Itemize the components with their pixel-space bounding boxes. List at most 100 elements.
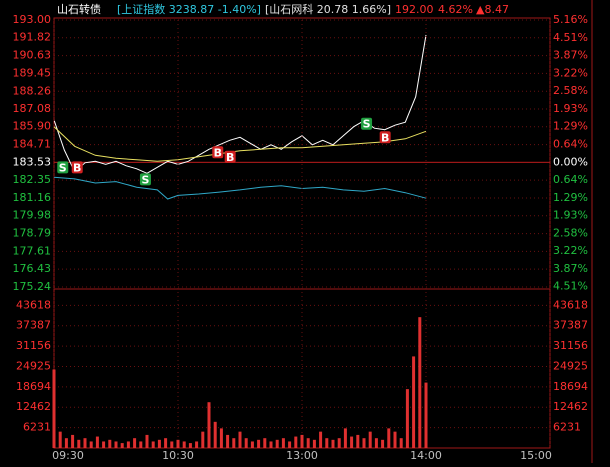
volume-bar bbox=[114, 441, 118, 448]
volume-bar bbox=[325, 438, 329, 448]
frame bbox=[53, 17, 551, 449]
volume-bar bbox=[418, 317, 422, 448]
volume-bar bbox=[201, 431, 205, 448]
y-tick-label: 12462 bbox=[16, 400, 51, 413]
volume-bar bbox=[58, 431, 62, 448]
bond-name: 山石转债 bbox=[57, 2, 101, 16]
y-tick-label: 184.71 bbox=[13, 138, 52, 151]
volume-bar bbox=[151, 441, 155, 448]
volume-bar bbox=[393, 431, 397, 448]
y2-tick-label: 37387 bbox=[553, 319, 588, 332]
y2-tick-label: 5.16% bbox=[553, 13, 588, 26]
volume-bar bbox=[170, 441, 174, 448]
trade-marker bbox=[212, 146, 224, 159]
trade-marker-label: B bbox=[226, 151, 234, 164]
volume-bar bbox=[424, 382, 428, 448]
y2-tick-label: 24925 bbox=[553, 359, 588, 372]
volume-bar bbox=[89, 441, 93, 448]
y-tick-label: 185.90 bbox=[13, 120, 52, 133]
volume-bar bbox=[83, 438, 87, 448]
volume-bar bbox=[387, 428, 391, 448]
x-tick-label: 15:00 bbox=[520, 449, 552, 462]
y-tick-label: 182.35 bbox=[13, 173, 52, 186]
x-tick-label: 14:00 bbox=[410, 449, 442, 462]
y2-tick-label: 4.51% bbox=[553, 280, 588, 293]
y2-tick-label: 43618 bbox=[553, 298, 588, 311]
volume-bar bbox=[176, 439, 180, 448]
y-tick-label: 24925 bbox=[16, 359, 51, 372]
y-tick-label: 189.45 bbox=[13, 66, 52, 79]
y2-tick-label: 4.51% bbox=[553, 31, 588, 44]
volume-bar bbox=[343, 428, 347, 448]
y-tick-label: 178.79 bbox=[13, 227, 52, 240]
volume-bar bbox=[374, 438, 378, 448]
volume-bar bbox=[399, 438, 403, 448]
pct-change: 4.62% bbox=[438, 3, 473, 16]
volume-bar bbox=[52, 369, 56, 448]
volume-bar bbox=[77, 439, 81, 448]
volume-bar bbox=[257, 439, 261, 448]
last-price: 192.00 bbox=[395, 3, 434, 16]
y2-tick-label: 2.58% bbox=[553, 84, 588, 97]
volume-bar bbox=[381, 439, 385, 448]
volume-bar bbox=[108, 439, 112, 448]
volume-bar bbox=[164, 438, 168, 448]
volume-bar bbox=[319, 431, 323, 448]
y2-tick-label: 2.58% bbox=[553, 226, 588, 239]
y2-tick-label: 31156 bbox=[553, 339, 588, 352]
trade-marker-label: B bbox=[214, 146, 222, 159]
volume-bar bbox=[213, 421, 217, 448]
y-tick-label: 188.26 bbox=[13, 84, 52, 97]
y2-tick-label: 12462 bbox=[553, 400, 588, 413]
volume-bar bbox=[207, 402, 211, 448]
series-line bbox=[53, 176, 427, 200]
y-tick-label: 187.08 bbox=[13, 102, 52, 115]
trade-marker bbox=[379, 131, 391, 144]
y-tick-label: 177.61 bbox=[13, 244, 52, 257]
volume-bar bbox=[133, 438, 137, 448]
x-tick-label: 10:30 bbox=[162, 449, 194, 462]
volume-bar bbox=[195, 441, 199, 448]
trade-marker-label: S bbox=[363, 118, 371, 131]
trade-marker bbox=[361, 117, 373, 130]
y2-tick-label: 1.29% bbox=[553, 120, 588, 133]
volume-bar bbox=[126, 441, 130, 448]
volume-bar bbox=[281, 438, 285, 448]
y2-tick-label: 1.29% bbox=[553, 191, 588, 204]
y2-tick-label: 1.93% bbox=[553, 102, 588, 115]
volume-bar bbox=[244, 438, 248, 448]
y-tick-label: 175.24 bbox=[13, 280, 52, 293]
y2-tick-label: 1.93% bbox=[553, 209, 588, 222]
volume-bar bbox=[71, 434, 75, 448]
volume-bar bbox=[269, 441, 273, 448]
y-tick-label: 6231 bbox=[23, 421, 51, 434]
volume-bar bbox=[368, 431, 372, 448]
trade-marker bbox=[57, 161, 69, 174]
volume-bar bbox=[64, 438, 68, 448]
y2-tick-label: 3.87% bbox=[553, 49, 588, 62]
volume-bar bbox=[362, 438, 366, 448]
volume-bar bbox=[157, 439, 161, 448]
volume-bar bbox=[238, 431, 242, 448]
y2-tick-label: 0.64% bbox=[553, 173, 588, 186]
volume-bar bbox=[331, 439, 335, 448]
trade-marker-label: S bbox=[59, 161, 67, 174]
y2-tick-label: 0.00% bbox=[553, 155, 588, 168]
volume-bar bbox=[412, 356, 416, 448]
volume-bar bbox=[250, 441, 254, 448]
x-tick-label: 09:30 bbox=[52, 449, 84, 462]
trade-marker bbox=[224, 150, 236, 163]
volume-bar bbox=[288, 441, 292, 448]
index-info: [上证指数 3238.87 -1.40%] bbox=[117, 2, 261, 16]
series-line bbox=[53, 126, 427, 162]
volume-bar bbox=[356, 434, 360, 448]
y-tick-label: 183.53 bbox=[13, 155, 52, 168]
y-tick-label: 37387 bbox=[16, 319, 51, 332]
stock-info: [山石网科 20.78 1.66%] bbox=[265, 2, 391, 16]
change: ▲8.47 bbox=[476, 3, 509, 16]
trade-marker-label: B bbox=[73, 161, 81, 174]
volume-bar bbox=[182, 441, 186, 448]
y2-tick-label: 3.22% bbox=[553, 67, 588, 80]
